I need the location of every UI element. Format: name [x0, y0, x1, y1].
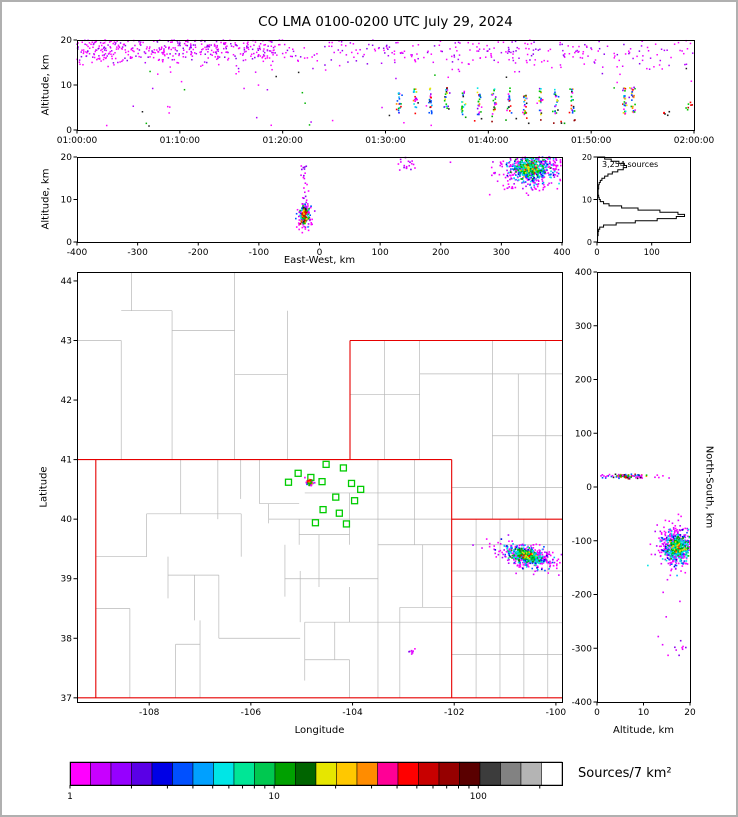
svg-text:0: 0	[594, 248, 599, 258]
svg-text:43: 43	[61, 336, 72, 346]
svg-text:10: 10	[268, 792, 280, 802]
svg-text:10: 10	[638, 708, 650, 718]
svg-text:20: 20	[684, 708, 696, 718]
svg-text:0: 0	[317, 248, 323, 258]
map-longitude-axis-label: Longitude	[294, 725, 345, 736]
svg-text:-300: -300	[127, 248, 148, 258]
map-latitude-axis-label: Latitude	[38, 466, 50, 508]
svg-text:100: 100	[470, 792, 487, 802]
ns-panel-north-south-axis-label: North-South, km	[703, 445, 715, 529]
svg-text:300: 300	[493, 248, 510, 258]
svg-text:10: 10	[61, 196, 73, 206]
svg-text:-106: -106	[241, 708, 262, 718]
svg-text:10: 10	[582, 196, 592, 205]
svg-text:39: 39	[61, 575, 73, 585]
figure-title: CO LMA 0100-0200 UTC July 29, 2024	[258, 14, 513, 30]
svg-text:20: 20	[61, 153, 73, 163]
svg-text:0: 0	[586, 483, 592, 493]
svg-text:-100: -100	[546, 708, 567, 718]
ew-panel-x-axis-label: East-West, km	[283, 255, 356, 266]
svg-text:200: 200	[575, 376, 592, 386]
svg-text:20: 20	[582, 153, 592, 162]
svg-text:0: 0	[66, 238, 72, 248]
svg-text:01:40:00: 01:40:00	[468, 136, 509, 146]
svg-text:-108: -108	[139, 708, 160, 718]
svg-text:-100: -100	[572, 537, 593, 547]
colorbar-label: Sources/7 km²	[578, 766, 672, 781]
svg-text:01:20:00: 01:20:00	[262, 136, 303, 146]
ns-panel-altitude-axis-label: Altitude, km	[613, 725, 674, 736]
svg-text:38: 38	[61, 634, 73, 644]
svg-text:300: 300	[575, 322, 592, 332]
svg-text:-200: -200	[572, 591, 593, 601]
ew-panel-altitude-axis-label: Altitude, km	[40, 168, 52, 230]
svg-text:42: 42	[61, 396, 72, 406]
svg-text:0: 0	[587, 238, 592, 247]
svg-text:200: 200	[432, 248, 449, 258]
svg-text:-100: -100	[249, 248, 270, 258]
svg-text:01:00:00: 01:00:00	[57, 136, 98, 146]
svg-text:1: 1	[67, 792, 73, 802]
svg-text:100: 100	[372, 248, 389, 258]
svg-text:01:10:00: 01:10:00	[160, 136, 201, 146]
svg-text:100: 100	[644, 248, 660, 258]
histogram-sources-annotation: 3,254 sources	[602, 160, 659, 169]
svg-text:100: 100	[575, 429, 592, 439]
time-panel-altitude-axis-label: Altitude, km	[40, 54, 52, 116]
svg-text:01:30:00: 01:30:00	[365, 136, 406, 146]
svg-text:37: 37	[61, 694, 72, 704]
svg-text:-400: -400	[67, 248, 88, 258]
svg-text:-104: -104	[342, 708, 363, 718]
svg-text:44: 44	[61, 277, 73, 287]
svg-text:40: 40	[61, 515, 73, 525]
svg-text:-102: -102	[444, 708, 464, 718]
svg-text:0: 0	[594, 708, 600, 718]
svg-text:-400: -400	[572, 698, 593, 708]
svg-text:400: 400	[553, 248, 570, 258]
svg-text:02:00:00: 02:00:00	[674, 136, 715, 146]
svg-text:-300: -300	[572, 644, 593, 654]
svg-text:0: 0	[66, 126, 72, 136]
svg-text:41: 41	[61, 456, 72, 466]
svg-text:-200: -200	[188, 248, 209, 258]
svg-text:400: 400	[575, 268, 592, 278]
svg-text:20: 20	[61, 36, 73, 46]
svg-text:10: 10	[61, 81, 73, 91]
svg-text:01:50:00: 01:50:00	[571, 136, 612, 146]
